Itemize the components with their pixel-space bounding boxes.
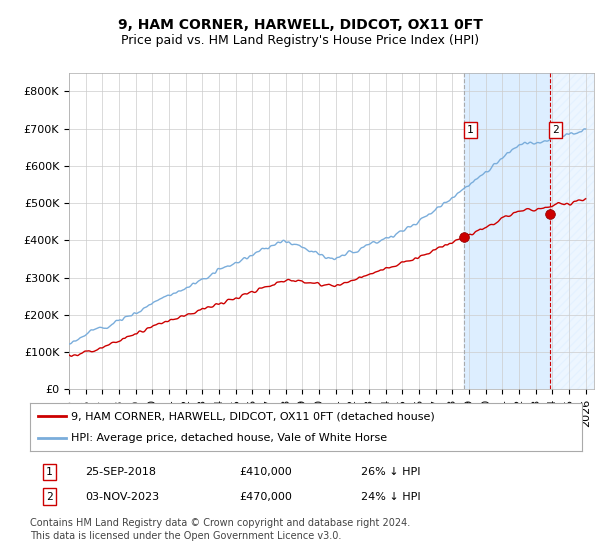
Text: 26% ↓ HPI: 26% ↓ HPI bbox=[361, 467, 421, 477]
Text: Contains HM Land Registry data © Crown copyright and database right 2024.
This d: Contains HM Land Registry data © Crown c… bbox=[30, 518, 410, 541]
Bar bbox=[464, 73, 550, 389]
Text: £470,000: £470,000 bbox=[240, 492, 293, 502]
Text: 2: 2 bbox=[46, 492, 53, 502]
Text: 9, HAM CORNER, HARWELL, DIDCOT, OX11 0FT: 9, HAM CORNER, HARWELL, DIDCOT, OX11 0FT bbox=[118, 18, 482, 32]
Text: Price paid vs. HM Land Registry's House Price Index (HPI): Price paid vs. HM Land Registry's House … bbox=[121, 34, 479, 47]
Text: £410,000: £410,000 bbox=[240, 467, 293, 477]
Bar bbox=[550, 73, 594, 389]
Text: 1: 1 bbox=[467, 125, 474, 135]
Text: 25-SEP-2018: 25-SEP-2018 bbox=[85, 467, 156, 477]
Text: 1: 1 bbox=[46, 467, 53, 477]
Text: 2: 2 bbox=[552, 125, 559, 135]
Text: 9, HAM CORNER, HARWELL, DIDCOT, OX11 0FT (detached house): 9, HAM CORNER, HARWELL, DIDCOT, OX11 0FT… bbox=[71, 411, 435, 421]
Text: 03-NOV-2023: 03-NOV-2023 bbox=[85, 492, 160, 502]
Text: 24% ↓ HPI: 24% ↓ HPI bbox=[361, 492, 421, 502]
Text: HPI: Average price, detached house, Vale of White Horse: HPI: Average price, detached house, Vale… bbox=[71, 433, 388, 443]
